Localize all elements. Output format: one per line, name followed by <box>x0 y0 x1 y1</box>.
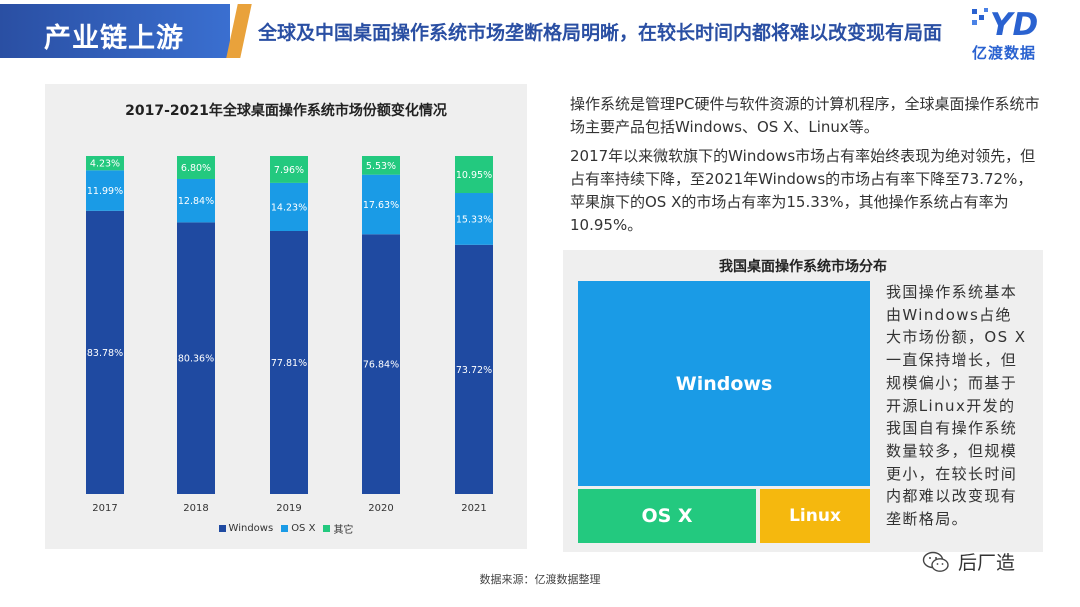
wechat-icon <box>922 551 949 572</box>
global-chart-panel: 2017-2021年全球桌面操作系统市场份额变化情况 83.78% 11.99% 4… <box>45 84 527 549</box>
legend-swatch <box>281 525 289 532</box>
data-label: 7.96% <box>274 165 304 176</box>
china-market-panel: 我国桌面操作系统市场分布 Windows OS X Linux 我国操作系统基本… <box>563 250 1043 552</box>
bar-其它-2017 <box>86 156 124 171</box>
data-label: 15.33% <box>456 214 492 225</box>
legend-swatch <box>218 525 226 532</box>
watermark: 后厂造 <box>922 548 1015 575</box>
x-tick-label: 2021 <box>461 503 486 514</box>
tag-divider <box>226 4 252 58</box>
legend-item: OS X <box>281 523 315 534</box>
section-tag-label: 产业链上游(2) <box>44 23 184 86</box>
legend-label: OS X <box>291 523 316 534</box>
legend-label: Windows <box>228 523 274 534</box>
bar-其它-2019 <box>270 156 308 183</box>
legend-swatch <box>323 525 331 532</box>
bar-windows-2020 <box>362 234 400 494</box>
bar-windows-2018 <box>177 222 215 495</box>
data-label: 14.23% <box>271 202 307 213</box>
bar-其它-2021 <box>455 156 493 194</box>
bar-windows-2017 <box>86 210 124 494</box>
intro-paragraph: 操作系统是管理PC硬件与软件资源的计算机程序，全球桌面操作系统市场主要产品包括W… <box>570 95 1040 136</box>
china-market-description: 我国操作系统基本由Windows占绝大市场份额，OS X一直保持增长，但规模偏小… <box>886 283 1027 529</box>
x-tick-label: 2018 <box>183 503 208 514</box>
data-label: 80.36% <box>178 354 214 365</box>
treemap-windows-tile: Windows <box>578 281 870 486</box>
header-bar: 产业链上游(2) 全球及中国桌面操作系统市场垄断格局明晰，在较长时间内都将难以改… <box>0 0 1080 86</box>
data-label: 6.80% <box>181 163 211 174</box>
logo-icon: YD <box>972 7 1038 40</box>
company-logo: YD 亿渡数据 <box>968 6 1072 62</box>
treemap-linux-tile: Linux <box>760 489 870 543</box>
data-label: 4.23% <box>90 159 120 170</box>
data-label: 11.99% <box>87 186 123 197</box>
logo-text: 亿渡数据 <box>972 44 1037 62</box>
stacked-bar-chart: 83.78% 11.99% 4.23% 2017 80.36% 12.84% 6.80% 20… <box>86 156 493 514</box>
bar-os-x-2020 <box>362 174 400 235</box>
treemap-osx-tile: OS X <box>578 489 756 543</box>
data-label: 77.81% <box>271 358 307 369</box>
chart-title: 2017-2021年全球桌面操作系统市场份额变化情况 <box>125 103 447 119</box>
bar-os-x-2021 <box>455 193 493 245</box>
data-source-note: 数据来源：亿渡数据整理 <box>479 573 601 586</box>
legend-item: 其它 <box>323 521 353 536</box>
legend-label: 其它 <box>333 525 354 536</box>
x-tick-label: 2019 <box>276 503 301 514</box>
analysis-paragraph: 2017年以来微软旗下的Windows市场占有率始终表现为绝对领先，但占有率持续… <box>570 147 1036 234</box>
data-label: 5.53% <box>366 161 396 172</box>
data-label: 76.84% <box>363 360 399 371</box>
watermark-text: 后厂造 <box>958 552 1016 574</box>
bar-其它-2018 <box>177 156 215 179</box>
bar-os-x-2017 <box>86 170 124 211</box>
logo-letters: YD <box>990 7 1038 40</box>
bar-os-x-2018 <box>177 178 215 223</box>
bar-其它-2020 <box>362 156 400 175</box>
china-panel-title: 我国桌面操作系统市场分布 <box>719 259 887 275</box>
legend-item: Windows <box>218 523 274 534</box>
x-tick-label: 2020 <box>368 503 393 514</box>
data-label: 83.78% <box>87 348 123 359</box>
data-label: 73.72% <box>456 365 492 376</box>
page-headline: 全球及中国桌面操作系统市场垄断格局明晰，在较长时间内都将难以改变现有局面 <box>258 22 943 44</box>
data-label: 12.84% <box>178 196 214 207</box>
chart-legend: Windows OS X 其它 <box>45 521 527 536</box>
x-tick-label: 2017 <box>92 503 117 514</box>
data-label: 10.95% <box>456 170 492 181</box>
data-label: 17.63% <box>363 200 399 211</box>
bar-os-x-2019 <box>270 182 308 232</box>
section-tag: 产业链上游(2) <box>0 4 230 86</box>
bar-windows-2021 <box>455 244 493 494</box>
bar-windows-2019 <box>270 231 308 494</box>
